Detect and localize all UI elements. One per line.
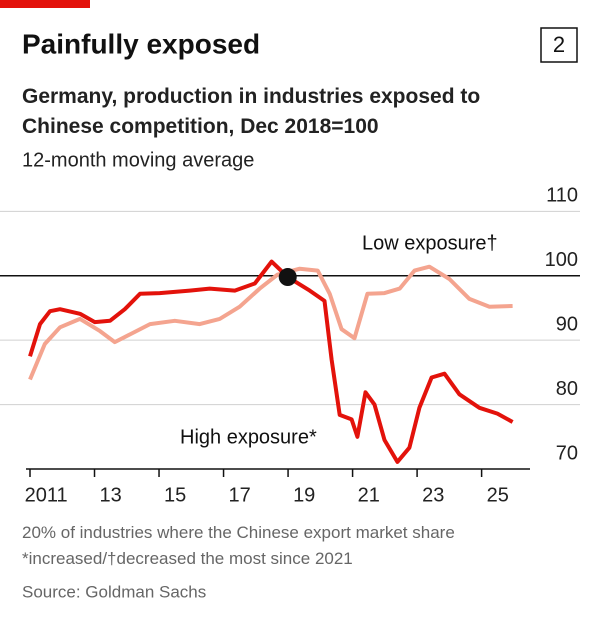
x-tick-label: 17 xyxy=(229,484,251,506)
x-tick-label: 13 xyxy=(100,484,122,506)
y-tick-label: 80 xyxy=(556,378,578,400)
series-label: High exposure* xyxy=(180,426,317,448)
x-tick-label: 23 xyxy=(422,484,444,506)
series-label: Low exposure† xyxy=(362,232,498,254)
highlight-dot xyxy=(278,268,297,287)
source: Source: Goldman Sachs xyxy=(22,582,206,601)
x-tick-label: 2011 xyxy=(25,484,68,506)
y-tick-label: 70 xyxy=(556,442,578,464)
brand-bar xyxy=(0,0,90,8)
subtitle-box: Germany, production in industries expose… xyxy=(22,85,481,138)
series-line xyxy=(28,259,514,464)
x-tick-label: 19 xyxy=(293,484,315,506)
x-tick-label: 21 xyxy=(358,484,380,506)
y-tick-label: 100 xyxy=(545,249,578,271)
note: 20% of industries where the Chinese expo… xyxy=(22,523,455,568)
x-tick-label: 25 xyxy=(487,484,509,506)
y-tick-label: 110 xyxy=(546,185,578,207)
y-tick-label: 90 xyxy=(556,313,578,335)
subtitle-2: 12-month moving average xyxy=(22,149,254,171)
note-box: 20% of industries where the Chinese expo… xyxy=(22,523,455,568)
subtitle: Germany, production in industries expose… xyxy=(22,85,481,138)
badge-box xyxy=(540,27,578,63)
x-tick-label: 15 xyxy=(164,484,186,506)
badge: 2 xyxy=(553,32,565,57)
chart-title: Painfully exposed xyxy=(22,28,260,59)
plot: 70 80 90 100 110 2011 13 15 17 19 21 23 25 Low exposu… xyxy=(0,185,580,506)
